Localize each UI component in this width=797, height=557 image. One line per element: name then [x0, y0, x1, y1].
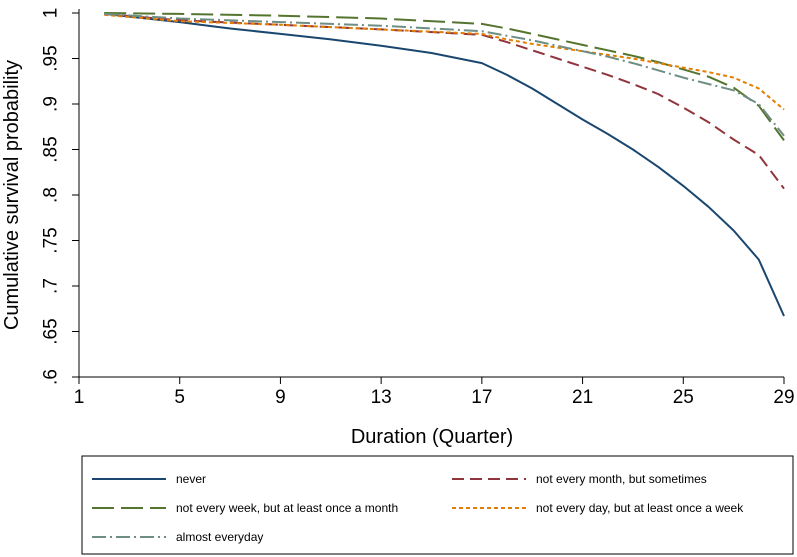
y-tick-label: .8 [41, 187, 62, 203]
y-tick-label: .6 [41, 369, 62, 385]
series-line-4 [104, 13, 785, 111]
x-tick-label: 17 [471, 387, 492, 408]
series-line-2 [104, 12, 785, 190]
y-tick-label: 1 [41, 8, 62, 19]
x-tick-label: 13 [371, 387, 392, 408]
y-tick-label: .65 [41, 318, 62, 344]
x-axis-title: Duration (Quarter) [351, 426, 513, 448]
series-layer [104, 12, 785, 317]
series-line-5 [104, 12, 785, 137]
y-tick-label: .9 [41, 96, 62, 112]
x-tick-label: 9 [275, 387, 286, 408]
axes: 1 5 9 13 17 21 25 29 .6 .65 .7 .75 .8 .85 .9 .95 1 [41, 8, 795, 408]
legend: never not every month, but sometimes not e… [92, 472, 744, 544]
series-line-1 [104, 12, 785, 317]
legend-box [81, 455, 794, 555]
legend-label-3: not every week, but at least once a mont… [176, 501, 398, 515]
y-tick-label: .75 [41, 227, 62, 253]
x-tick-label: 25 [673, 387, 694, 408]
x-tick-label: 29 [773, 387, 794, 408]
x-tick-label: 21 [572, 387, 593, 408]
y-axis-title: Cumulative survival probability [1, 60, 23, 330]
series-line-3 [104, 12, 785, 141]
y-tick-label: .7 [41, 278, 62, 294]
legend-label-2: not every month, but sometimes [536, 472, 707, 486]
y-tick-label: .95 [41, 45, 62, 71]
legend-label-1: never [176, 472, 206, 486]
legend-label-4: not every day, but at least once a week [536, 501, 744, 515]
y-tick-label: .85 [41, 136, 62, 162]
legend-label-5: almost everyday [176, 530, 263, 544]
x-tick-label: 1 [74, 387, 85, 408]
x-tick-label: 5 [174, 387, 185, 408]
